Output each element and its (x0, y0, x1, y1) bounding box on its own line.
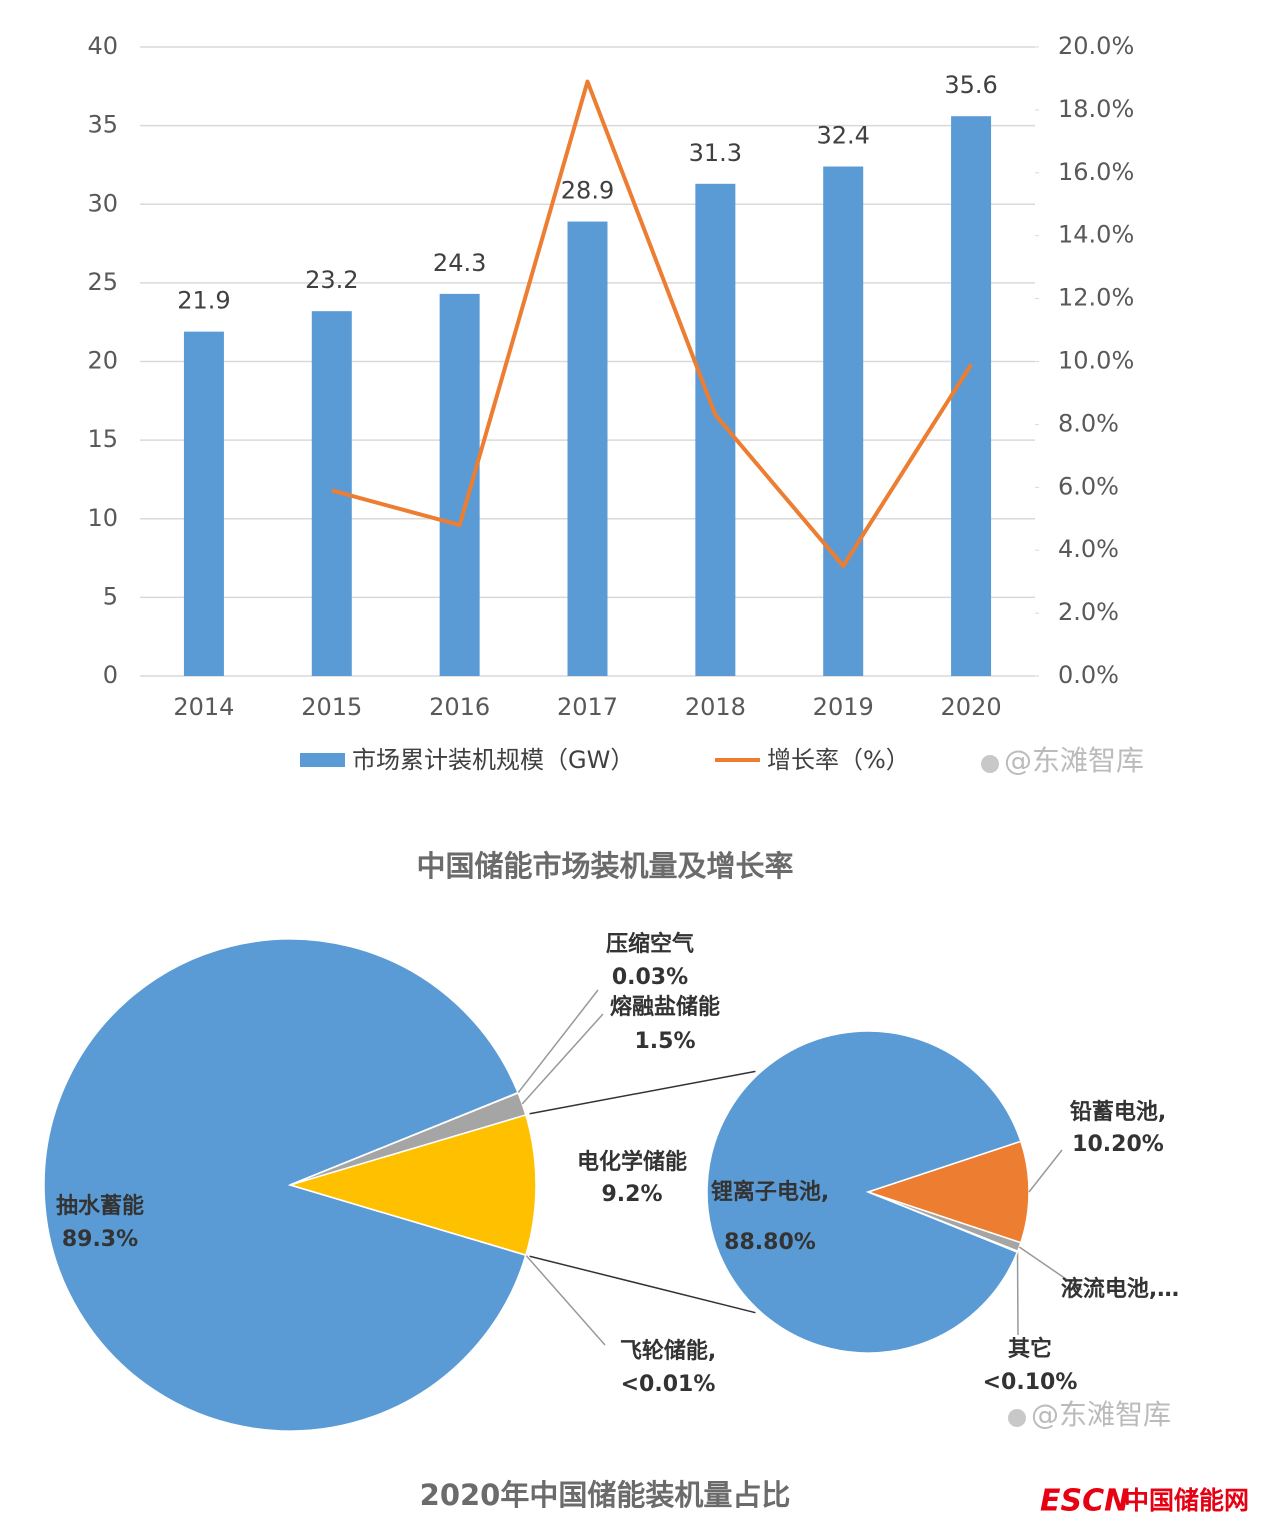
bar (439, 293, 480, 676)
bar (951, 116, 992, 676)
slice-label: 其它 (1008, 1336, 1052, 1362)
y-tick-label: 10 (87, 504, 118, 532)
pie-slice (706, 1030, 1022, 1354)
y-tick-label: 40 (87, 32, 118, 60)
leader-line (1028, 1149, 1063, 1193)
leader-line (1018, 1246, 1083, 1291)
y-tick-label: 35 (87, 111, 118, 139)
line-series (331, 79, 973, 568)
slice-value-label: <0.01% (621, 1372, 716, 1397)
y-tick-label: 15 (87, 425, 118, 453)
bar (567, 221, 608, 677)
slice-label: 液流电池,… (1061, 1276, 1179, 1302)
logo-brand: ESCN (1040, 1484, 1129, 1519)
logo-name: 中国储能网 (1124, 1486, 1249, 1515)
y2-tick-label: 20.0% (1058, 32, 1134, 60)
slice-value-label: 10.20% (1072, 1132, 1164, 1157)
leader-line (525, 1254, 606, 1346)
y2-tick-label: 0.0% (1058, 661, 1119, 689)
leader-line (521, 1013, 604, 1105)
legend-label: 增长率（%） (767, 746, 910, 774)
watermark: @东滩智库 (1004, 744, 1144, 777)
y2-tick-label: 10.0% (1058, 347, 1134, 375)
slice-label: 抽水蓄能 (56, 1193, 144, 1219)
y-tick-label: 25 (87, 268, 118, 296)
y2-tick-label: 4.0% (1058, 535, 1119, 563)
slice-label: 熔融盐储能 (610, 994, 720, 1020)
pie-slice (287, 1113, 537, 1257)
legend-swatch (300, 753, 345, 767)
pie-slice (43, 938, 527, 1432)
y2-tick-label: 6.0% (1058, 472, 1119, 500)
data-label: 21.9 (177, 287, 230, 315)
data-label: 28.9 (561, 177, 614, 205)
leader-line (517, 989, 599, 1094)
y-tick-label: 5 (103, 582, 118, 610)
slice-value-label: 9.2% (601, 1182, 662, 1207)
data-label: 35.6 (944, 71, 997, 99)
bar (183, 331, 224, 676)
data-label: 23.2 (305, 266, 358, 294)
data-label: 32.4 (816, 122, 869, 150)
connector-line (529, 1255, 756, 1314)
x-tick-label: 2015 (301, 693, 362, 721)
chart-title: 2020年中国储能装机量占比 (420, 1478, 791, 1512)
y-tick-label: 20 (87, 347, 118, 375)
y-tick-label: 0 (103, 661, 118, 689)
y-tick-label: 30 (87, 189, 118, 217)
slice-value-label: 89.3% (62, 1227, 138, 1252)
slice-label: 压缩空气 (606, 931, 694, 957)
slice-value-label: 0.03% (612, 965, 688, 990)
x-tick-label: 2020 (941, 693, 1002, 721)
slice-label: 飞轮储能, (620, 1338, 716, 1364)
x-tick-label: 2014 (173, 693, 234, 721)
y2-tick-label: 14.0% (1058, 221, 1134, 249)
slice-value-label: <0.10% (983, 1370, 1078, 1395)
watermark-icon (981, 755, 1026, 1427)
watermark: @东滩智库 (1031, 1398, 1171, 1431)
x-tick-label: 2016 (429, 693, 490, 721)
y2-tick-label: 12.0% (1058, 284, 1134, 312)
x-tick-label: 2019 (813, 693, 874, 721)
data-label: 31.3 (689, 139, 742, 167)
chart-title: 中国储能市场装机量及增长率 (416, 849, 793, 883)
x-tick-label: 2017 (557, 693, 618, 721)
y2-tick-label: 16.0% (1058, 158, 1134, 186)
y2-tick-label: 18.0% (1058, 95, 1134, 123)
y2-tick-label: 2.0% (1058, 598, 1119, 626)
y2-tick-label: 8.0% (1058, 409, 1119, 437)
data-label: 24.3 (433, 249, 486, 277)
slice-label: 铅蓄电池, (1070, 1099, 1166, 1125)
slice-label: 锂离子电池, (711, 1179, 829, 1205)
x-tick-label: 2018 (685, 693, 746, 721)
slice-value-label: 1.5% (634, 1029, 695, 1054)
slice-value-label: 88.80% (724, 1230, 816, 1255)
connector-line (529, 1070, 756, 1115)
legend-label: 市场累计装机规模（GW） (352, 746, 634, 774)
bar (823, 166, 864, 676)
pie-slice (865, 1140, 1030, 1244)
slice-label: 电化学储能 (577, 1149, 687, 1175)
